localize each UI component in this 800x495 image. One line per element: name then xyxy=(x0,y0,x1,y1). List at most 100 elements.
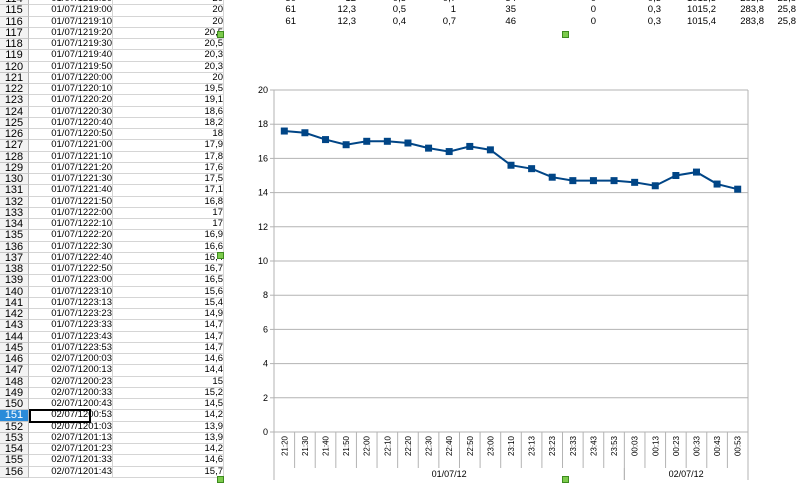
date-time-cell[interactable]: 01/07/1221:00 xyxy=(29,140,113,152)
date-time-cell[interactable]: 01/07/1221:30 xyxy=(29,174,113,186)
temperature-cell[interactable]: 13,9 xyxy=(113,432,224,444)
data-cell[interactable]: 0,5 xyxy=(366,0,406,4)
data-cell[interactable]: 25,8 xyxy=(756,0,797,4)
table-row[interactable]: 130 01/07/1221:30 17,5 xyxy=(0,173,800,186)
row-header[interactable]: 136 xyxy=(0,241,29,253)
data-cell[interactable]: 0,3 xyxy=(647,15,661,27)
row-header[interactable]: 125 xyxy=(0,117,29,129)
chart-selection-handle-middle-left[interactable] xyxy=(217,252,224,259)
temperature-cell[interactable]: 14,2 xyxy=(113,410,224,422)
row-header[interactable]: 147 xyxy=(0,365,29,377)
row-header[interactable]: 146 xyxy=(0,353,29,366)
data-cell[interactable]: 12,3 xyxy=(337,4,357,16)
date-time-cell[interactable]: 01/07/1222:10 xyxy=(29,219,113,231)
row-header[interactable]: 137 xyxy=(0,252,29,264)
row-header[interactable]: 128 xyxy=(0,151,29,163)
table-row[interactable]: 121 01/07/1220:00 20 xyxy=(0,72,800,84)
temperature-cell[interactable]: 20,5 xyxy=(113,39,224,51)
table-row[interactable]: 144 01/07/1223:43 14,7 xyxy=(0,331,800,343)
date-time-cell[interactable]: 02/07/1200:33 xyxy=(29,387,113,399)
temperature-cell[interactable]: 14,5 xyxy=(113,399,224,411)
temperature-cell[interactable]: 14,7 xyxy=(113,320,224,332)
date-time-cell[interactable]: 01/07/1220:20 xyxy=(29,95,113,107)
table-row[interactable]: 143 01/07/1223:33 14,7 xyxy=(0,320,800,332)
date-time-cell[interactable]: 01/07/1222:30 xyxy=(29,241,113,253)
data-cell[interactable]: 283,8 xyxy=(740,4,764,16)
date-time-cell[interactable]: 01/07/1223:43 xyxy=(29,331,113,343)
data-cell[interactable]: 0,7 xyxy=(442,15,456,27)
data-cell[interactable]: 0,3 xyxy=(647,4,661,16)
row-header[interactable]: 120 xyxy=(0,61,29,73)
temperature-cell[interactable]: 17,8 xyxy=(113,151,224,163)
temperature-cell[interactable]: 20 xyxy=(113,0,224,6)
temperature-cell[interactable]: 16,5 xyxy=(113,275,224,287)
table-row[interactable]: 136 01/07/1222:30 16,6 xyxy=(0,241,800,253)
temperature-cell[interactable]: 16,8 xyxy=(113,196,224,208)
table-row[interactable]: 123 01/07/1220:20 19,1 xyxy=(0,95,800,107)
date-time-cell[interactable]: 01/07/1219:10 xyxy=(29,16,113,28)
row-header[interactable]: 141 xyxy=(0,297,29,309)
row-header[interactable]: 153 xyxy=(0,432,29,444)
date-time-cell[interactable]: 01/07/1219:00 xyxy=(29,5,113,17)
table-row[interactable]: 148 02/07/1200:23 15 xyxy=(0,376,800,388)
row-header[interactable]: 122 xyxy=(0,83,29,96)
data-cell[interactable]: 54 xyxy=(476,0,516,4)
temperature-cell[interactable]: 14,7 xyxy=(113,331,224,343)
row-header[interactable]: 145 xyxy=(0,342,29,354)
date-time-cell[interactable]: 01/07/1220:50 xyxy=(29,129,113,141)
table-row[interactable]: 115 01/07/1219:00 20 61 12,3 0,5 1 35 0 0,3 1015,2… xyxy=(0,4,800,17)
table-row[interactable]: 133 01/07/1222:00 17 xyxy=(0,207,800,219)
temperature-cell[interactable]: 18,2 xyxy=(113,117,224,129)
temperature-cell[interactable]: 17,5 xyxy=(113,174,224,186)
date-time-cell[interactable]: 01/07/1222:40 xyxy=(29,252,113,264)
date-time-cell[interactable]: 01/07/1219:30 xyxy=(29,39,113,51)
date-time-cell[interactable]: 01/07/1219:20 xyxy=(29,27,113,39)
table-row[interactable]: 140 01/07/1223:10 15,6 xyxy=(0,286,800,298)
temperature-cell[interactable]: 16,6 xyxy=(113,241,224,253)
table-row[interactable]: 122 01/07/1220:10 19,5 xyxy=(0,83,800,96)
temperature-cell[interactable]: 17,9 xyxy=(113,140,224,152)
row-header[interactable]: 133 xyxy=(0,207,29,219)
data-cell[interactable]: 283,8 xyxy=(724,0,764,4)
row-header[interactable]: 126 xyxy=(0,128,29,141)
row-header[interactable]: 123 xyxy=(0,95,29,107)
temperature-cell[interactable]: 20 xyxy=(113,5,224,17)
row-header[interactable]: 135 xyxy=(0,230,29,242)
table-row[interactable]: 135 01/07/1222:20 16,9 xyxy=(0,230,800,242)
data-cell[interactable]: 1015,2 xyxy=(686,4,716,16)
data-cell[interactable]: 1 xyxy=(450,4,456,16)
row-header[interactable]: 119 xyxy=(0,50,29,62)
table-row[interactable]: 117 01/07/1219:20 20,5 xyxy=(0,27,800,39)
date-time-cell[interactable]: 01/07/1220:40 xyxy=(29,117,113,129)
temperature-cell[interactable]: 14,7 xyxy=(113,342,224,354)
data-cell[interactable]: 46 xyxy=(505,15,516,27)
date-time-cell[interactable]: 01/07/1223:10 xyxy=(29,286,113,298)
table-row[interactable]: 152 02/07/1201:03 13,9 xyxy=(0,421,800,433)
row-header[interactable]: 154 xyxy=(0,443,29,456)
row-header[interactable]: 118 xyxy=(0,38,29,51)
date-time-cell[interactable]: 01/07/1220:10 xyxy=(29,84,113,96)
table-row[interactable]: 128 01/07/1221:10 17,8 xyxy=(0,151,800,163)
data-cell[interactable]: 0,4 xyxy=(392,15,406,27)
table-row[interactable]: 145 01/07/1223:53 14,7 xyxy=(0,342,800,354)
row-header[interactable]: 140 xyxy=(0,286,29,298)
table-row[interactable]: 124 01/07/1220:30 18,6 xyxy=(0,106,800,118)
temperature-cell[interactable]: 17 xyxy=(113,207,224,219)
table-row[interactable]: 147 02/07/1200:13 14,4 xyxy=(0,365,800,377)
row-header[interactable]: 149 xyxy=(0,387,29,399)
temperature-cell[interactable]: 14,4 xyxy=(113,365,224,377)
table-row[interactable]: 120 01/07/1219:50 20,3 xyxy=(0,61,800,73)
row-header[interactable]: 156 xyxy=(0,466,29,478)
data-cell[interactable]: 25,8 xyxy=(777,15,797,27)
table-row[interactable]: 153 02/07/1201:13 13,9 xyxy=(0,432,800,444)
date-time-cell[interactable]: 01/07/1223:23 xyxy=(29,309,113,321)
table-row[interactable]: 149 02/07/1200:33 15,2 xyxy=(0,387,800,399)
table-row[interactable]: 125 01/07/1220:40 18,2 xyxy=(0,117,800,129)
row-header[interactable]: 143 xyxy=(0,320,29,332)
temperature-cell[interactable]: 17,6 xyxy=(113,162,224,174)
date-time-cell[interactable]: 02/07/1201:23 xyxy=(29,444,113,456)
data-cell[interactable]: 12 xyxy=(316,0,356,4)
date-time-cell[interactable]: 01/07/1220:30 xyxy=(29,106,113,118)
date-time-cell[interactable]: 01/07/1221:10 xyxy=(29,151,113,163)
